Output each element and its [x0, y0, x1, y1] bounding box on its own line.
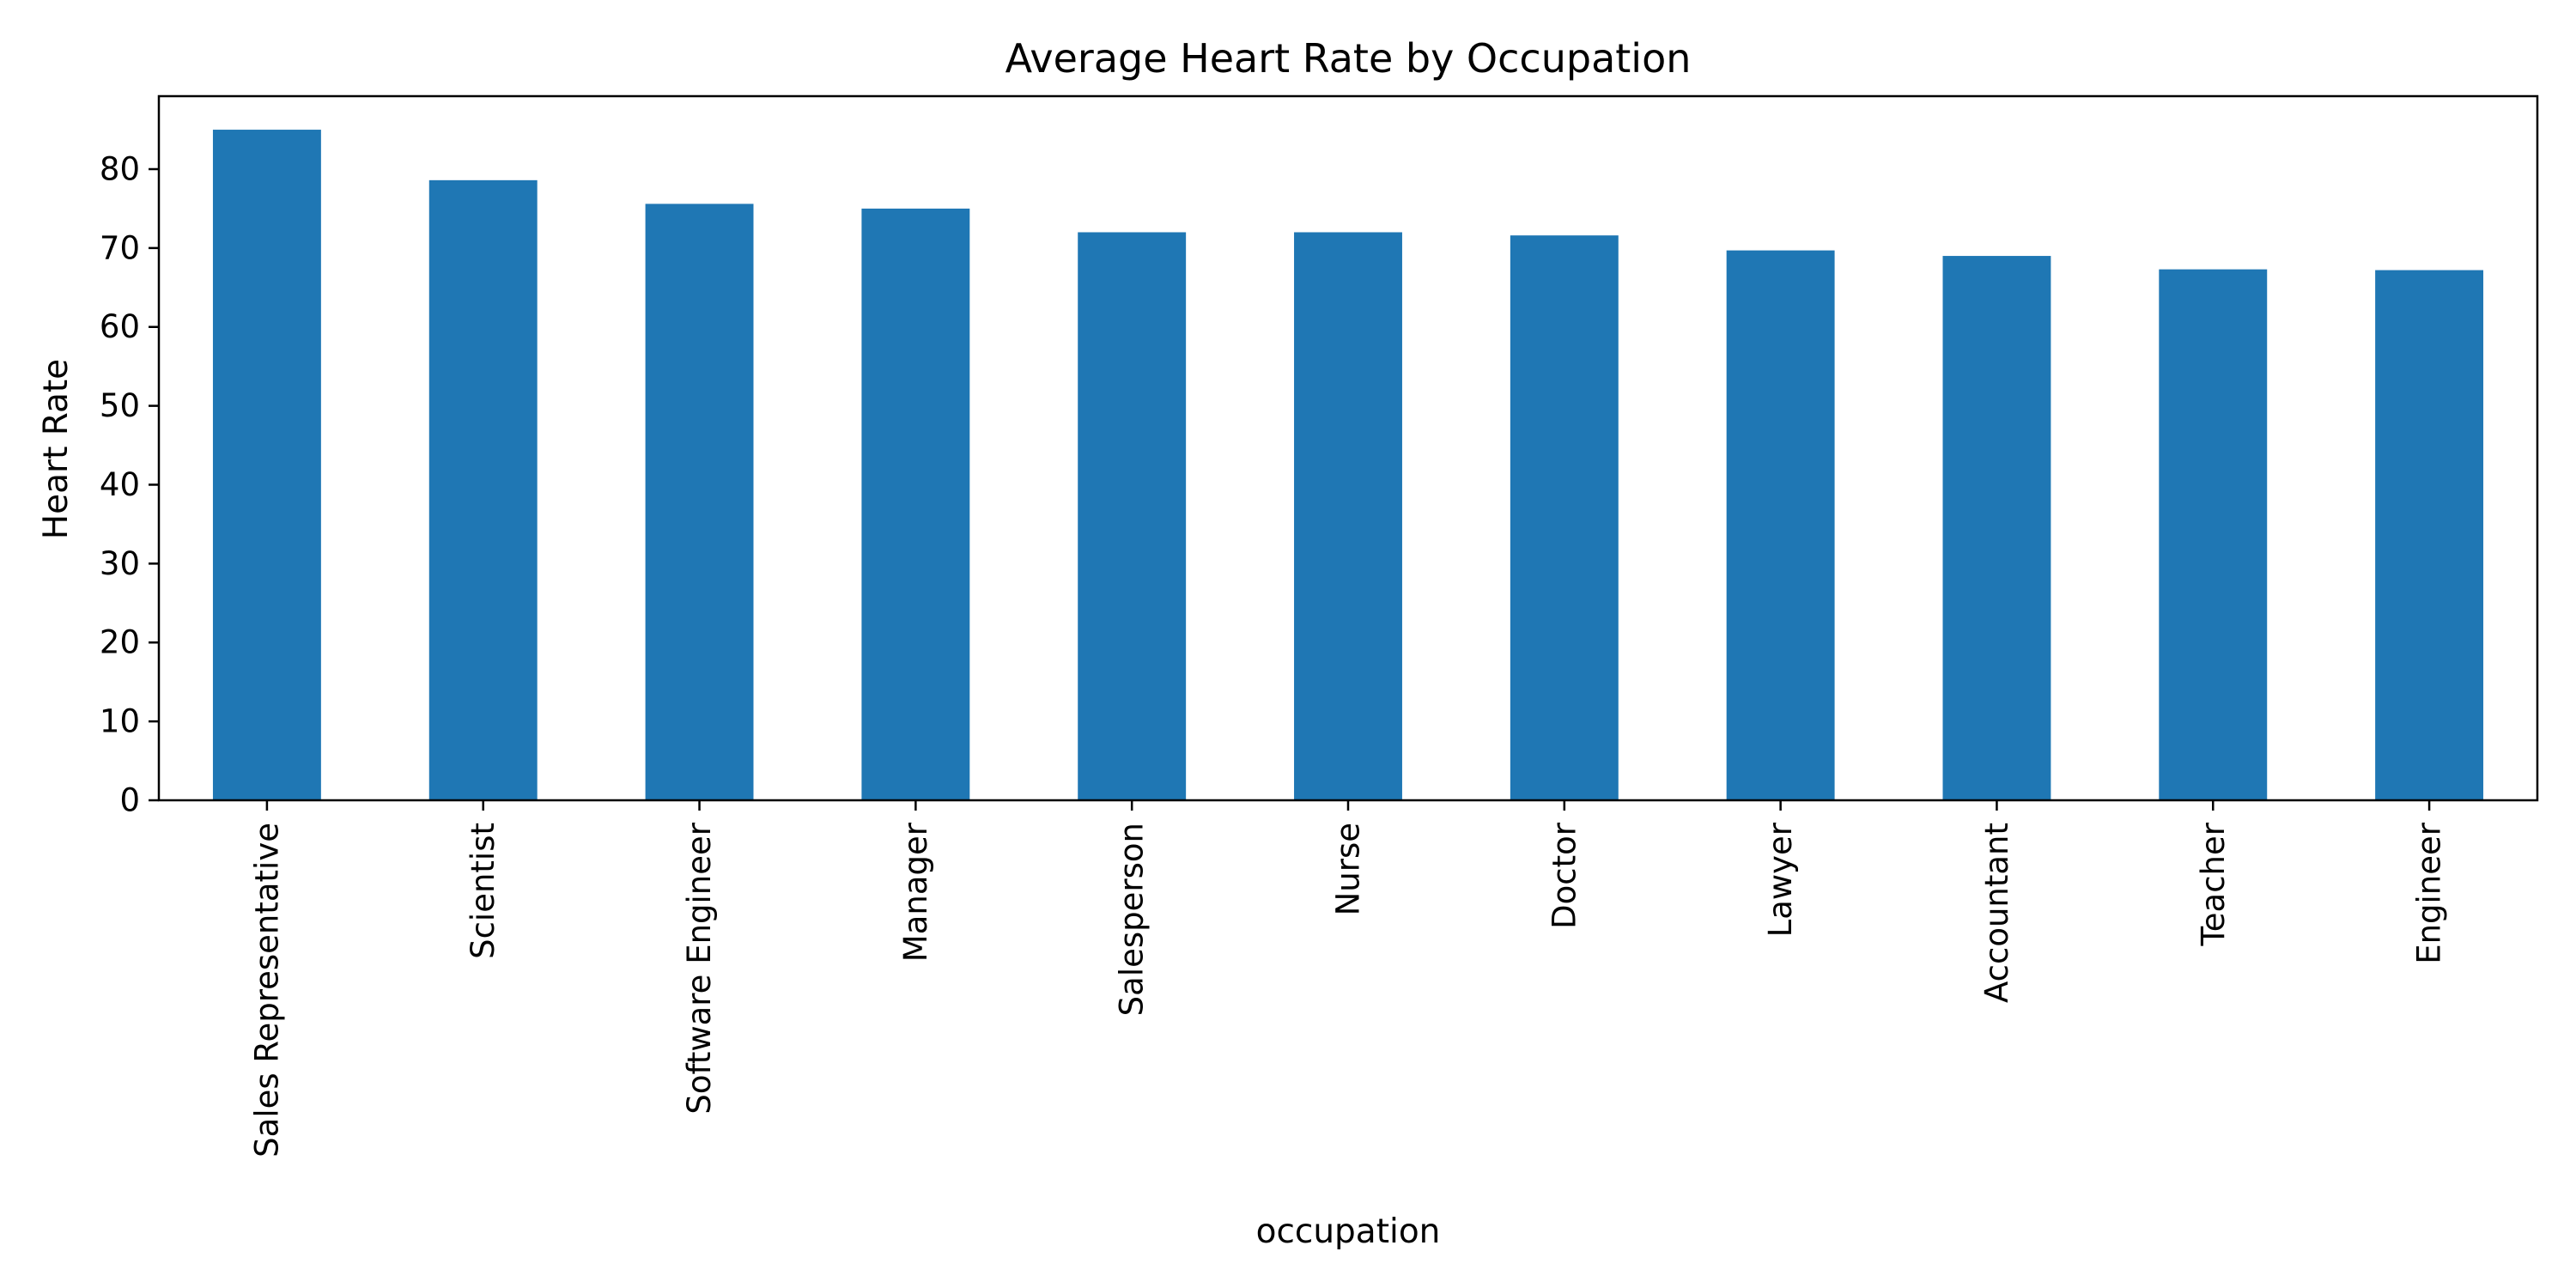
x-tick-label: Doctor — [1546, 822, 1583, 929]
y-tick-label: 30 — [100, 545, 140, 582]
x-axis-title: occupation — [1256, 1212, 1441, 1251]
x-tick-label: Nurse — [1330, 823, 1367, 915]
bar-accountant — [1942, 256, 2051, 800]
x-tick-label: Accountant — [1978, 823, 2015, 1003]
x-tick-label: Engineer — [2411, 822, 2448, 964]
y-tick-label: 10 — [100, 703, 140, 740]
bar-software-engineer — [645, 204, 754, 801]
y-tick-label: 0 — [119, 782, 140, 819]
bar-salesperson — [1078, 232, 1187, 800]
chart-title: Average Heart Rate by Occupation — [1005, 35, 1692, 82]
bar-scientist — [428, 179, 538, 800]
y-tick-label: 80 — [100, 150, 140, 187]
x-axis-ticks: Sales Representative Scientist Software En… — [248, 800, 2448, 1157]
bar-sales-representative — [212, 130, 321, 801]
x-tick-label: Salesperson — [1114, 823, 1151, 1016]
y-axis-title: Heart Rate — [37, 359, 76, 539]
plot-frame — [157, 94, 2539, 802]
x-tick-label: Software Engineer — [681, 822, 718, 1114]
bar-engineer — [2375, 270, 2484, 800]
bar-lawyer — [1726, 250, 1835, 801]
bar-nurse — [1294, 232, 1402, 800]
y-tick-label: 60 — [100, 308, 140, 345]
x-tick-label: Lawyer — [1762, 822, 1799, 937]
bar-teacher — [2159, 269, 2268, 801]
y-axis-ticks: 0 10 20 30 40 50 60 70 80 — [100, 150, 159, 819]
x-tick-label: Teacher — [2195, 822, 2232, 946]
y-tick-label: 20 — [100, 624, 140, 661]
y-tick-label: 70 — [100, 229, 140, 266]
bar-manager — [861, 208, 970, 800]
x-tick-label: Sales Representative — [248, 823, 285, 1157]
bar-doctor — [1510, 235, 1619, 800]
x-tick-label: Manager — [897, 822, 934, 962]
bars-layer — [212, 130, 2484, 801]
y-tick-label: 50 — [100, 387, 140, 424]
y-tick-label: 40 — [100, 466, 140, 503]
x-tick-label: Scientist — [465, 823, 501, 959]
